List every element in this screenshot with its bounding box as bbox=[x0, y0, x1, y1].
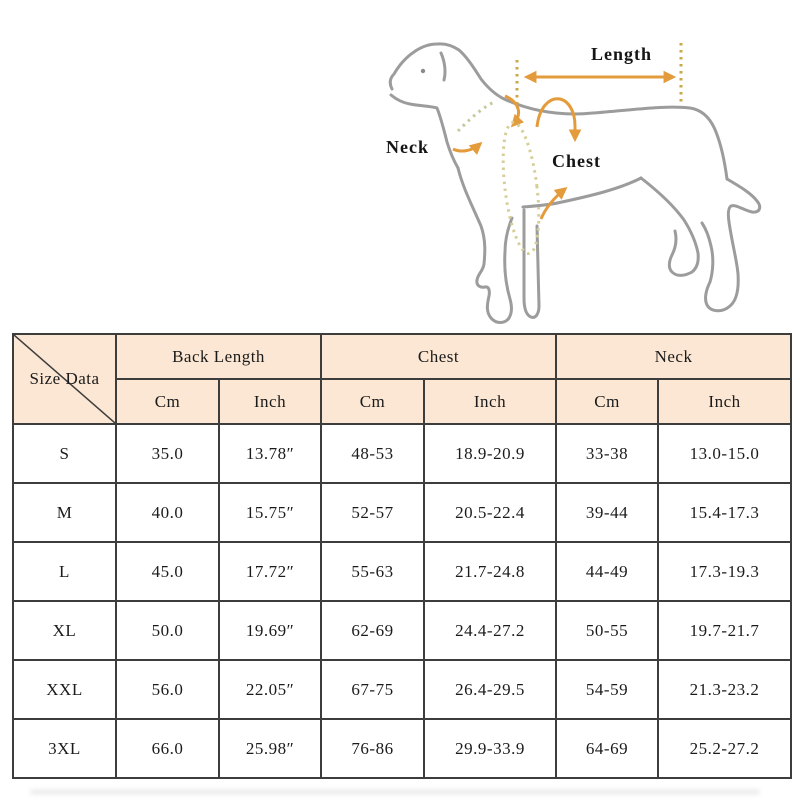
value-cell: 64-69 bbox=[555, 718, 660, 779]
value-cell: 19.7-21.7 bbox=[657, 600, 793, 661]
value-cell: 25.98″ bbox=[218, 718, 322, 779]
dog-hind-leg-rear bbox=[700, 220, 740, 313]
value-cell: 25.2-27.2 bbox=[657, 718, 793, 779]
dog-measurement-diagram: Length Neck Chest bbox=[386, 42, 762, 324]
unit-header-back-cm: Cm bbox=[115, 378, 220, 425]
dog-outline-drawing bbox=[388, 42, 762, 324]
corner-label: Size Data bbox=[29, 369, 100, 388]
value-cell: 45.0 bbox=[115, 541, 220, 602]
size-table: Size Data Back Length Chest Neck Cm Inch… bbox=[12, 333, 793, 779]
neck-label: Neck bbox=[386, 137, 429, 157]
value-cell: 20.5-22.4 bbox=[422, 482, 558, 543]
group-header-back-length: Back Length bbox=[115, 333, 322, 380]
dog-front-leg-near bbox=[456, 166, 514, 324]
length-label: Length bbox=[591, 44, 652, 64]
size-cell: XL bbox=[12, 600, 117, 661]
table-row-xl: XL 50.0 19.69″ 62-69 24.4-27.2 50-55 19.… bbox=[12, 600, 793, 661]
value-cell: 17.3-19.3 bbox=[657, 541, 793, 602]
dog-hind-leg-near bbox=[639, 176, 700, 277]
value-cell: 44-49 bbox=[555, 541, 660, 602]
neck-arrow-bottom bbox=[452, 141, 483, 155]
neck-arrow-top bbox=[504, 94, 525, 128]
value-cell: 19.69″ bbox=[218, 600, 322, 661]
value-cell: 50-55 bbox=[555, 600, 660, 661]
size-cell: S bbox=[12, 423, 117, 484]
value-cell: 33-38 bbox=[555, 423, 660, 484]
photo-edge-shadow bbox=[30, 789, 760, 795]
value-cell: 17.72″ bbox=[218, 541, 322, 602]
size-cell: L bbox=[12, 541, 117, 602]
unit-header-neck-inch: Inch bbox=[657, 378, 793, 425]
value-cell: 15.4-17.3 bbox=[657, 482, 793, 543]
chest-measurement: Chest bbox=[501, 97, 601, 256]
chest-girth-ellipse bbox=[501, 120, 541, 256]
unit-header-neck-cm: Cm bbox=[555, 378, 660, 425]
table-row-xxl: XXL 56.0 22.05″ 67-75 26.4-29.5 54-59 21… bbox=[12, 659, 793, 720]
chest-arrow-top bbox=[535, 97, 582, 143]
value-cell: 13.0-15.0 bbox=[657, 423, 793, 484]
value-cell: 13.78″ bbox=[218, 423, 322, 484]
unit-header-chest-cm: Cm bbox=[320, 378, 425, 425]
value-cell: 26.4-29.5 bbox=[422, 659, 558, 720]
dog-belly-line bbox=[521, 176, 643, 209]
value-cell: 40.0 bbox=[115, 482, 220, 543]
value-cell: 67-75 bbox=[320, 659, 425, 720]
value-cell: 48-53 bbox=[320, 423, 425, 484]
value-cell: 52-57 bbox=[320, 482, 425, 543]
value-cell: 29.9-33.9 bbox=[422, 718, 558, 779]
value-cell: 54-59 bbox=[555, 659, 660, 720]
dog-head-back-line bbox=[388, 42, 729, 181]
dog-jaw-line bbox=[389, 93, 460, 170]
value-cell: 15.75″ bbox=[218, 482, 322, 543]
value-cell: 18.9-20.9 bbox=[422, 423, 558, 484]
unit-header-back-inch: Inch bbox=[218, 378, 322, 425]
size-cell: XXL bbox=[12, 659, 117, 720]
size-cell: 3XL bbox=[12, 718, 117, 779]
value-cell: 50.0 bbox=[115, 600, 220, 661]
table-row-l: L 45.0 17.72″ 55-63 21.7-24.8 44-49 17.3… bbox=[12, 541, 793, 602]
value-cell: 62-69 bbox=[320, 600, 425, 661]
value-cell: 66.0 bbox=[115, 718, 220, 779]
neck-dashed-arc bbox=[456, 100, 495, 133]
value-cell: 56.0 bbox=[115, 659, 220, 720]
value-cell: 21.3-23.2 bbox=[657, 659, 793, 720]
dog-tail bbox=[725, 177, 762, 224]
table-row-s: S 35.0 13.78″ 48-53 18.9-20.9 33-38 13.0… bbox=[12, 423, 793, 484]
value-cell: 24.4-27.2 bbox=[422, 600, 558, 661]
group-header-chest: Chest bbox=[319, 333, 558, 380]
table-row-m: M 40.0 15.75″ 52-57 20.5-22.4 39-44 15.4… bbox=[12, 482, 793, 543]
corner-cell-size-data: Size Data bbox=[12, 333, 117, 425]
length-measurement: Length bbox=[515, 43, 683, 108]
dog-eye bbox=[420, 68, 426, 74]
corner-diagonal-line bbox=[14, 335, 115, 423]
value-cell: 76-86 bbox=[320, 718, 425, 779]
group-header-neck: Neck bbox=[555, 333, 793, 380]
neck-measurement: Neck bbox=[386, 94, 525, 157]
value-cell: 39-44 bbox=[555, 482, 660, 543]
value-cell: 35.0 bbox=[115, 423, 220, 484]
chest-arrow-bottom bbox=[539, 187, 568, 220]
value-cell: 22.05″ bbox=[218, 659, 322, 720]
chest-label: Chest bbox=[552, 151, 601, 171]
dog-front-leg-far bbox=[522, 208, 541, 319]
unit-header-chest-inch: Inch bbox=[422, 378, 558, 425]
size-cell: M bbox=[12, 482, 117, 543]
value-cell: 55-63 bbox=[320, 541, 425, 602]
dog-ear-line bbox=[439, 51, 447, 82]
value-cell: 21.7-24.8 bbox=[422, 541, 558, 602]
table-row-3xl: 3XL 66.0 25.98″ 76-86 29.9-33.9 64-69 25… bbox=[12, 718, 793, 779]
